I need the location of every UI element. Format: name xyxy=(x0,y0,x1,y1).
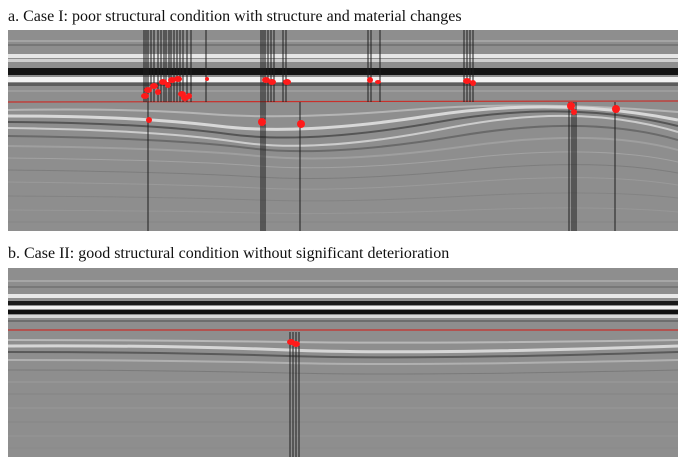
panel-b-caption: b. Case II: good structural condition wi… xyxy=(8,245,450,262)
panel-a-caption: a. Case I: poor structural condition wit… xyxy=(8,8,462,25)
gpr-radargram-case-1 xyxy=(8,30,678,231)
gpr-radargram-case-2 xyxy=(8,268,678,457)
